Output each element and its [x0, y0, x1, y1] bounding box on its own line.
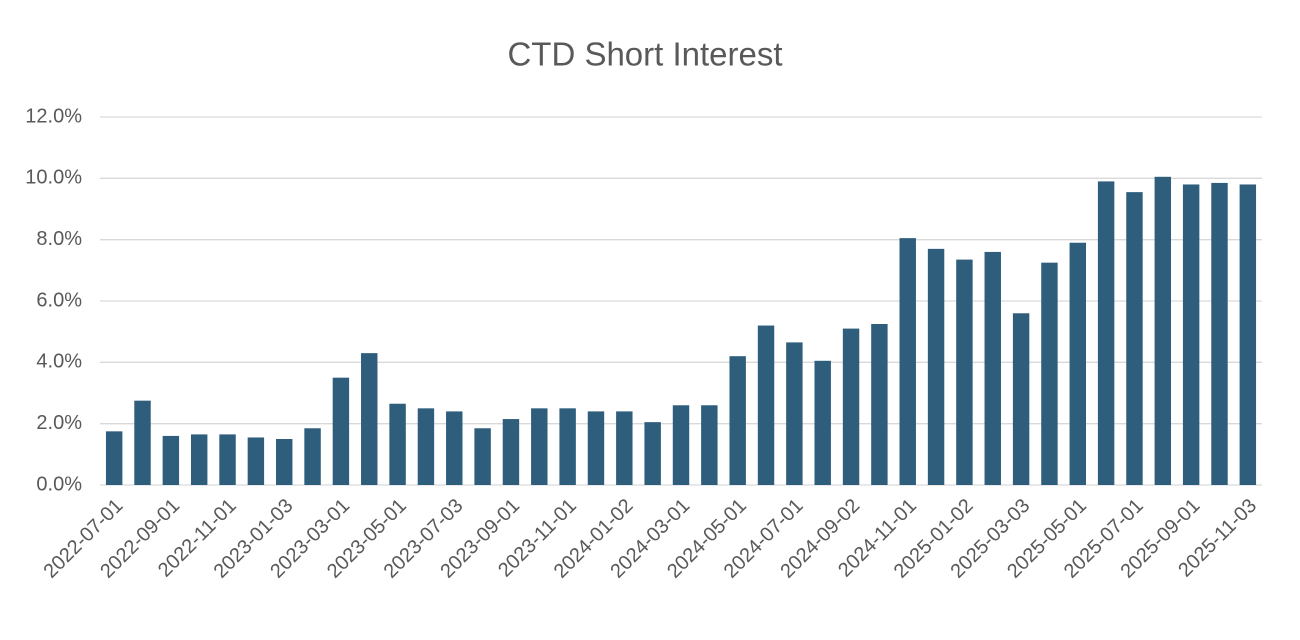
bar — [1012, 313, 1030, 485]
bar — [672, 405, 690, 485]
bar — [757, 325, 775, 485]
bar — [1097, 181, 1115, 485]
bar — [247, 437, 265, 485]
bar — [1041, 262, 1058, 485]
bar — [1182, 184, 1200, 485]
bar — [616, 411, 633, 485]
bar — [417, 408, 435, 485]
bar — [899, 238, 916, 485]
bar — [474, 428, 491, 485]
bar — [531, 408, 548, 485]
y-tick-label: 12.0% — [25, 105, 82, 127]
bar — [219, 434, 236, 485]
y-tick-label: 10.0% — [25, 167, 82, 189]
y-tick-label: 2.0% — [36, 412, 82, 434]
bar — [389, 403, 406, 485]
bar — [587, 411, 605, 485]
bar — [1126, 192, 1143, 485]
y-tick-label: 0.0% — [36, 473, 82, 495]
bar — [1069, 242, 1086, 485]
bar — [1239, 184, 1257, 485]
y-tick-label: 4.0% — [36, 351, 82, 373]
bar — [105, 431, 123, 485]
bar — [162, 435, 180, 485]
chart-title: CTD Short Interest — [507, 36, 782, 73]
y-tick-label: 8.0% — [36, 228, 82, 250]
bar — [446, 411, 463, 485]
bar — [786, 342, 803, 485]
bar — [502, 419, 520, 485]
bar — [1211, 182, 1228, 485]
bar — [134, 400, 151, 485]
bar — [559, 408, 576, 485]
bar — [871, 324, 888, 485]
y-tick-label: 6.0% — [36, 289, 82, 311]
bar — [814, 360, 831, 485]
bar — [276, 439, 293, 485]
bar — [361, 353, 378, 485]
bar — [984, 251, 1001, 485]
bar — [1154, 176, 1172, 486]
bar — [190, 434, 208, 485]
bar — [729, 356, 746, 485]
bar — [956, 259, 973, 485]
bar — [332, 377, 350, 485]
bar — [842, 328, 860, 485]
bar — [304, 428, 321, 485]
bar — [701, 405, 718, 485]
bar — [927, 248, 945, 485]
bar — [644, 422, 661, 485]
